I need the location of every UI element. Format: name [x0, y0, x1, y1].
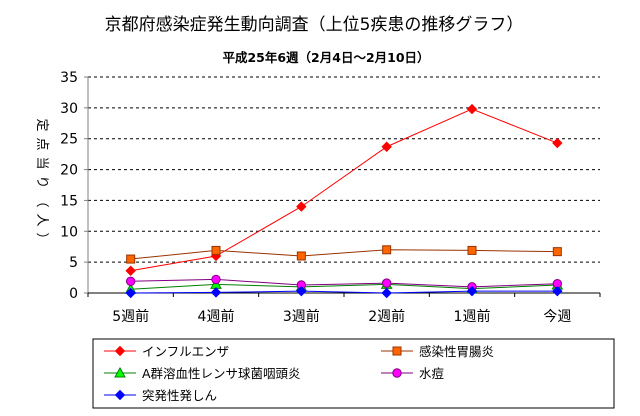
series-4-point-2	[296, 285, 307, 297]
legend-marker-1	[392, 346, 402, 356]
x-tick-label-0: 5週前	[112, 308, 149, 325]
legend-marker-3	[392, 368, 402, 378]
y-tick-label-3: 15	[60, 193, 78, 209]
series-0-point-2	[296, 201, 307, 212]
series-4-point-4	[466, 285, 478, 297]
y-tick-label-2: 10	[60, 224, 78, 240]
chart-subtitle: 平成25年6週（2月4日～2月10日）	[222, 50, 429, 65]
series-1-point-5	[552, 247, 562, 257]
legend-item-3: 水痘	[381, 366, 445, 381]
legend-box	[92, 338, 615, 409]
legend-label-4: 突発性発しん	[142, 388, 217, 403]
series-group	[124, 103, 564, 299]
series-0-line	[130, 108, 558, 272]
series-4-point-1	[210, 287, 222, 298]
x-tick-labels: 5週前 4週前 3週前 2週前 1週前 今週	[112, 308, 571, 325]
y-axis-label-text: 定点当り（人）	[34, 118, 49, 251]
legend-item-0: インフルエンザ	[104, 344, 229, 359]
y-tick-label-5: 25	[60, 132, 78, 148]
series-4-line	[130, 290, 558, 294]
series-1	[126, 245, 562, 264]
series-4	[125, 285, 563, 299]
y-tick-label-1: 5	[69, 255, 78, 271]
legend-label-1: 感染性胃腸炎	[419, 344, 494, 359]
y-tick-label-4: 20	[60, 163, 78, 179]
x-tick-label-5: 今週	[543, 309, 571, 325]
y-tick-label-0: 0	[69, 286, 78, 302]
legend-item-2: A群溶血性レンサ球菌咽頭炎	[104, 366, 301, 381]
x-tick-label-2: 3週前	[283, 308, 320, 325]
series-0-point-3	[381, 141, 392, 152]
legend-item-1: 感染性胃腸炎	[381, 344, 494, 359]
series-1-point-1	[211, 245, 221, 255]
x-tick-label-3: 2週前	[368, 308, 405, 325]
legend-label-3: 水痘	[419, 366, 445, 381]
series-3-point-3	[381, 278, 392, 288]
series-3-point-0	[125, 276, 136, 286]
legend-marker-2	[114, 366, 126, 378]
legend-label-0: インフルエンザ	[142, 344, 229, 359]
y-tick-labels: 0 5 10 15 20 25 30 35	[60, 70, 78, 302]
series-1-line	[130, 249, 558, 260]
legend-marker-0	[114, 345, 126, 357]
series-0-point-0	[125, 265, 136, 276]
series-4-point-0	[125, 287, 136, 299]
legend-label-2: A群溶血性レンサ球菌咽頭炎	[142, 366, 301, 381]
series-2-line	[130, 283, 558, 290]
series-1-point-2	[296, 251, 306, 261]
series-0-point-5	[552, 137, 563, 149]
y-tick-label-6: 30	[60, 101, 78, 117]
legend-marker-4	[114, 389, 126, 401]
plot-area	[88, 77, 600, 293]
chart-title: 京都府感染症発生動向調査（上位5疾患の推移グラフ）	[105, 15, 524, 35]
x-tick-label-1: 4週前	[198, 308, 235, 325]
series-4-point-3	[381, 287, 392, 299]
series-3-line	[130, 278, 558, 288]
y-tick-label-7: 35	[60, 70, 78, 86]
gridlines	[88, 76, 600, 263]
series-1-point-4	[467, 245, 477, 255]
x-tick-label-4: 1週前	[454, 308, 491, 325]
legend-item-4: 突発性発しん	[104, 388, 217, 403]
y-axis-label: 定点当り（人）	[34, 118, 49, 251]
series-4-point-5	[552, 285, 563, 297]
series-1-point-0	[126, 254, 136, 264]
series-3-point-1	[211, 274, 221, 285]
series-1-point-3	[382, 245, 392, 255]
series-0-point-4	[466, 103, 478, 115]
